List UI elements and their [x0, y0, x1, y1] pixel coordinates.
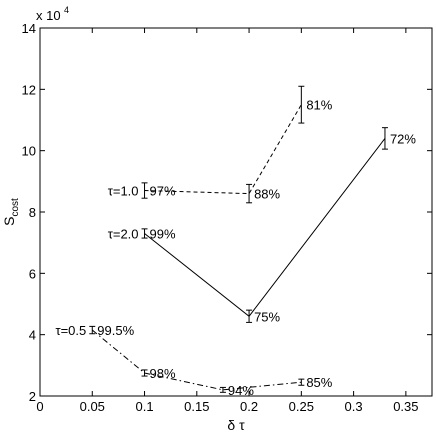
y-axis-label: Scost — [1, 198, 21, 226]
y-tick-label: 10 — [22, 144, 36, 159]
x-tick-label: 0.3 — [345, 399, 363, 414]
error-bar — [89, 325, 96, 335]
svg-text:Scost: Scost — [1, 198, 21, 226]
series-name-label: τ=0.5 — [55, 323, 86, 338]
series-line — [91, 329, 302, 391]
series-name-label: τ=1.0 — [108, 184, 139, 199]
y-multiplier-exp: 4 — [64, 5, 69, 15]
x-tick-label: 0.15 — [184, 399, 209, 414]
x-tick-label: 0.2 — [240, 399, 258, 414]
y-tick-label: 8 — [29, 205, 36, 220]
data-label: 94% — [228, 383, 254, 398]
y-tick-label: 4 — [29, 328, 36, 343]
y-multiplier-base: x 10 — [36, 8, 61, 23]
y-tick-label: 12 — [22, 82, 36, 97]
data-label: 88% — [254, 187, 280, 202]
series-line — [144, 104, 302, 195]
series-0: 97% 88% 81% τ=1.0 — [108, 85, 333, 204]
data-label: 99% — [150, 226, 176, 241]
series-1: 99% 75% 72% τ=2.0 — [108, 127, 416, 324]
data-label: 72% — [390, 131, 416, 146]
error-bar — [141, 182, 148, 199]
error-bar — [246, 183, 253, 204]
error-bar — [298, 378, 305, 386]
x-tick-label: 0.1 — [135, 399, 153, 414]
error-bar — [246, 309, 253, 323]
data-label: 98% — [150, 366, 176, 381]
axis-ticks: 0 0.05 0.1 0.15 0.2 0.25 0.3 0.35 2 4 6 8 10 12 14 — [22, 21, 432, 414]
series-line — [144, 138, 386, 317]
x-tick-label: 0.35 — [393, 399, 418, 414]
plot-frame — [39, 27, 433, 397]
series-name-label: τ=2.0 — [108, 226, 139, 241]
data-label: 75% — [254, 309, 280, 324]
y-tick-label: 6 — [29, 266, 36, 281]
x-tick-label: 0 — [36, 399, 43, 414]
series-2: 99.5% 98% 94% 85% τ=0.5 — [55, 323, 332, 398]
error-bar — [298, 85, 305, 124]
data-label: 85% — [306, 375, 332, 390]
error-bar — [141, 369, 148, 377]
y-tick-label: 14 — [22, 21, 36, 36]
data-label: 99.5% — [97, 323, 134, 338]
y-tick-label: 2 — [29, 389, 36, 404]
x-tick-label: 0.05 — [80, 399, 105, 414]
error-bar — [219, 386, 226, 393]
x-tick-label: 0.25 — [289, 399, 314, 414]
series-layer: 97% 88% 81% τ=1.0 99% 75% 72% τ=2.0 99.5% 98% 94% 8… — [55, 85, 416, 398]
x-axis-label: δ τ — [227, 417, 245, 433]
data-label: 97% — [150, 184, 176, 199]
error-bar — [381, 127, 388, 150]
data-label: 81% — [306, 98, 332, 113]
error-bar — [141, 228, 148, 239]
